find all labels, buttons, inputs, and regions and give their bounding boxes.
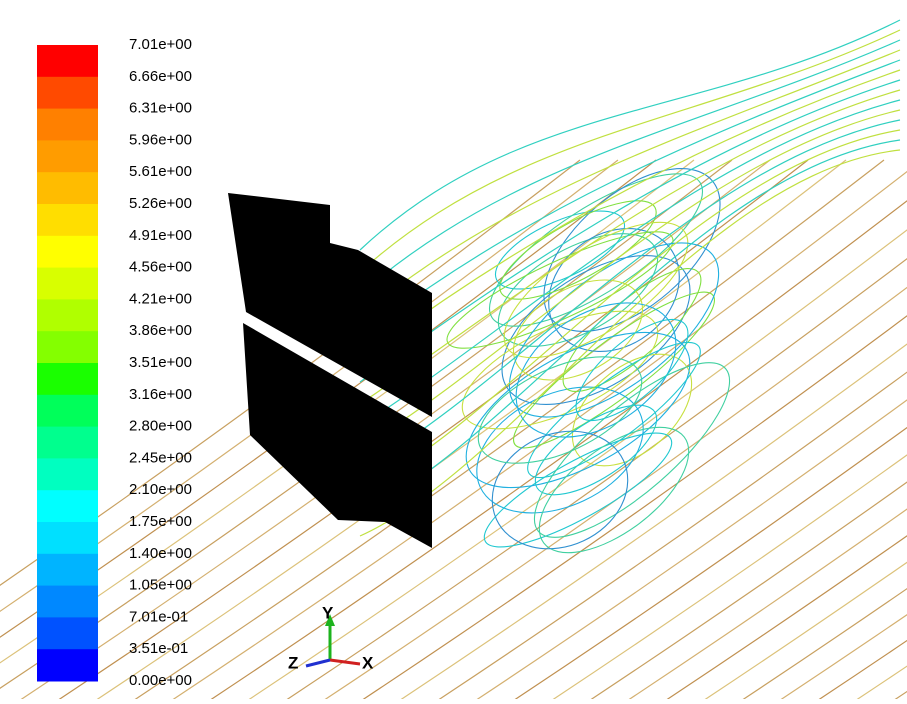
legend-swatch	[37, 649, 98, 681]
legend-label: 1.05e+00	[129, 577, 192, 594]
legend-label: 3.51e+00	[129, 354, 192, 371]
legend-label: 5.61e+00	[129, 163, 192, 180]
legend-swatch	[37, 236, 98, 268]
legend-label: 6.66e+00	[129, 68, 192, 85]
legend-swatch	[37, 522, 98, 554]
legend-swatch	[37, 172, 98, 204]
legend-swatch	[37, 458, 98, 490]
legend-label: 3.86e+00	[129, 322, 192, 339]
wake-line	[360, 100, 900, 426]
legend-swatch	[37, 617, 98, 649]
wake-line	[360, 150, 900, 536]
legend-label: 7.01e+00	[129, 36, 192, 53]
legend-swatch	[37, 109, 98, 141]
legend-label: 2.10e+00	[129, 481, 192, 498]
legend-swatch	[37, 490, 98, 522]
legend-label: 4.56e+00	[129, 259, 192, 276]
legend-label: 6.31e+00	[129, 100, 192, 117]
y-label: Y	[322, 603, 334, 622]
legend-label: 1.40e+00	[129, 545, 192, 562]
vortex-line	[518, 403, 709, 576]
legend-swatch	[37, 299, 98, 331]
streamline	[864, 160, 907, 699]
z-label: Z	[288, 653, 298, 672]
legend-swatch	[37, 77, 98, 109]
viewport: 7.01e+00 6.66e+00 6.31e+00 5.96e+00 5.61e+00…	[0, 0, 907, 699]
legend-swatch	[37, 268, 98, 300]
wake-line	[360, 20, 900, 250]
legend-swatch	[37, 331, 98, 363]
legend-swatch	[37, 363, 98, 395]
x-axis-arrow	[330, 660, 360, 664]
streamline	[788, 160, 907, 699]
x-label: X	[362, 653, 374, 672]
legend-label: 2.80e+00	[129, 418, 192, 435]
legend-swatch	[37, 395, 98, 427]
legend-swatch	[37, 427, 98, 459]
vortex-line	[485, 195, 636, 305]
vortex-line	[457, 362, 664, 538]
legend-swatch	[37, 554, 98, 586]
legend-swatch	[37, 140, 98, 172]
legend-label: 1.75e+00	[129, 513, 192, 530]
page: {"legend": { "labels": ["7.01e+00","6.66…	[0, 0, 907, 699]
plates	[228, 193, 432, 548]
legend-label: 5.96e+00	[129, 131, 192, 148]
wake-line	[360, 70, 900, 360]
legend-swatch	[37, 204, 98, 236]
legend-swatch	[37, 586, 98, 618]
legend-label: 4.21e+00	[129, 290, 192, 307]
wake-line	[360, 140, 900, 514]
legend-label: 3.51e-01	[129, 640, 188, 657]
legend-label: 2.45e+00	[129, 449, 192, 466]
z-axis-arrow	[306, 660, 330, 666]
legend-label: 3.16e+00	[129, 386, 192, 403]
streamline	[408, 160, 907, 699]
legend-label: 7.01e-01	[129, 608, 188, 625]
vortex-line	[498, 273, 730, 467]
legend-label: 0.00e+00	[129, 672, 192, 689]
legend-swatch	[37, 45, 98, 77]
legend-label: 4.91e+00	[129, 227, 192, 244]
legend: 7.01e+00 6.66e+00 6.31e+00 5.96e+00 5.61e+00…	[37, 36, 192, 689]
legend-label: 5.26e+00	[129, 195, 192, 212]
